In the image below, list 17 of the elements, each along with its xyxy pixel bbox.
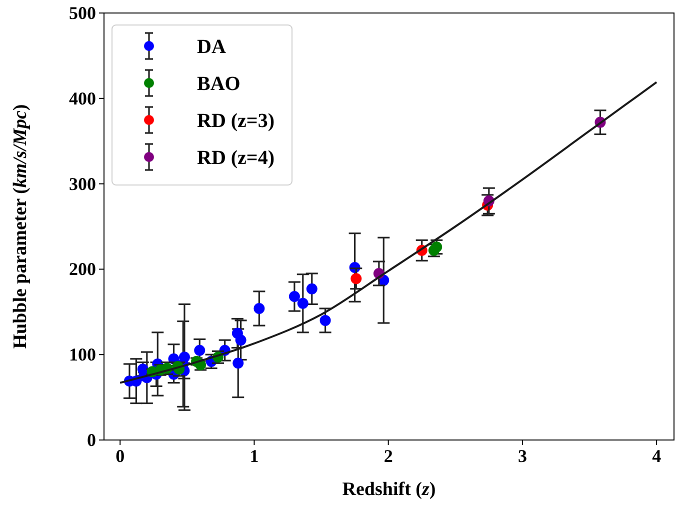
x-tick-label: 2 <box>384 446 393 466</box>
y-tick-label: 200 <box>69 259 96 280</box>
x-tick-label: 1 <box>250 446 259 466</box>
y-axis-title: Hubble parameter (km/s/Mpc) <box>10 104 31 349</box>
y-tick-label: 300 <box>69 174 96 194</box>
y-tick-label: 0 <box>87 430 96 450</box>
legend-label: RD (z=3) <box>197 110 274 132</box>
y-tick-label: 400 <box>69 88 96 108</box>
legend-label: DA <box>197 36 226 58</box>
x-tick-label: 3 <box>518 446 527 466</box>
legend-label: BAO <box>197 73 240 95</box>
y-tick-label: 100 <box>69 344 96 365</box>
legend-label: RD (z=4) <box>197 147 274 169</box>
x-axis-title: Redshift (z) <box>342 479 436 500</box>
x-tick-label: 4 <box>652 446 662 466</box>
y-tick-label: 500 <box>69 3 96 23</box>
x-tick-label: 0 <box>116 446 125 466</box>
